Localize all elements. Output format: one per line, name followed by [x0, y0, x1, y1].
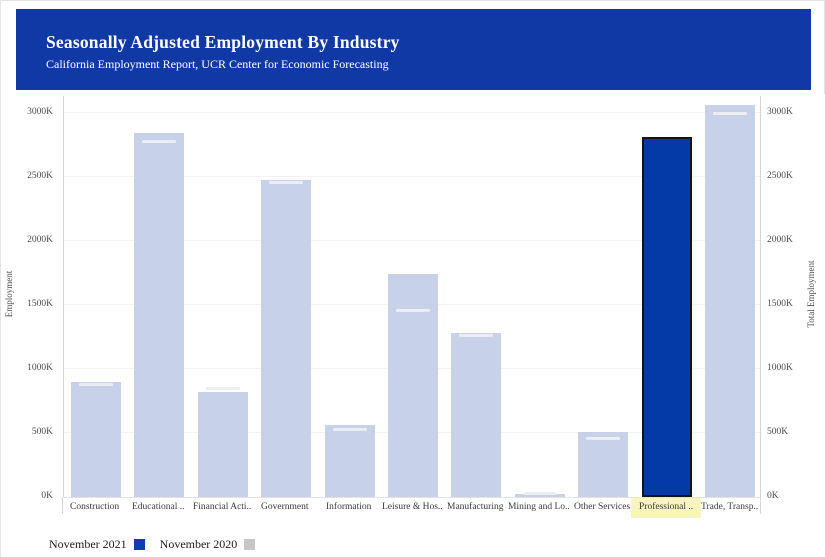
legend-label: November 2021 [49, 537, 127, 551]
y-axis-right: 0K 500K 1000K 1500K 2000K 2500K 3000K [765, 96, 821, 501]
category-label-trade-transp: Trade, Transp.. [701, 502, 759, 512]
y-tick-right-3000k: 3000K [767, 107, 793, 117]
x-axis-line [64, 497, 760, 498]
y-tick-left-1000k: 1000K [27, 363, 53, 373]
y-tick-left-500k: 500K [31, 427, 53, 437]
category-label-construction: Construction [70, 502, 120, 512]
category-label-educational: Educational .. [132, 502, 185, 512]
plot-area [63, 96, 761, 498]
legend-label: November 2020 [159, 537, 238, 551]
ref-tick-construction [78, 383, 113, 386]
x-axis-category-labels: Construction Educational .. Financial Acti… [63, 498, 761, 520]
ref-tick-other-services [586, 436, 621, 440]
gridline-2500k [64, 176, 760, 177]
legend-item-november-2020[interactable]: November 2020 [160, 537, 256, 552]
category-label-government: Government [261, 502, 309, 512]
y-tick-right-2500k: 2500K [767, 171, 793, 181]
legend-swatch [244, 539, 256, 550]
category-label-other-services: Other Services [574, 502, 631, 512]
y-tick-right-1500k: 1500K [767, 299, 793, 309]
ref-tick-information [332, 427, 367, 431]
y-tick-right-500k: 500K [767, 427, 789, 437]
y-tick-left-2000k: 2000K [27, 235, 53, 245]
page-subtitle: California Employment Report, UCR Center… [46, 57, 389, 71]
bar-trade-transp[interactable] [705, 105, 756, 497]
axis-tick-extension [62, 497, 63, 514]
ref-tick-leisure-hos [396, 308, 430, 312]
gridline-3000k [64, 112, 760, 113]
bar-manufacturing[interactable] [451, 332, 502, 497]
ref-tick-manufacturing [459, 333, 494, 337]
gridline-2000k [64, 240, 760, 241]
chart-legend: November 2021 November 2020 [49, 537, 270, 552]
bar-mining-and-lo[interactable] [514, 494, 565, 497]
y-axis-title: Employment [4, 270, 14, 318]
y-tick-right-1000k: 1000K [767, 363, 793, 373]
category-label-financial-acti: Financial Acti.. [193, 502, 252, 512]
ref-tick-financial-acti [205, 386, 240, 390]
legend-item-november-2021[interactable]: November 2021 [49, 537, 145, 552]
ref-tick-trade-transp [713, 112, 748, 116]
ref-tick-mining-and-lo [522, 492, 557, 496]
ref-tick-government [269, 181, 304, 185]
y-tick-left-3000k: 3000K [27, 107, 53, 117]
category-label-leisure-hos: Leisure & Hos.. [382, 502, 443, 512]
bar-leisure-hos[interactable] [388, 274, 438, 497]
bar-information[interactable] [324, 425, 375, 497]
bar-professional[interactable] [641, 137, 692, 497]
bar-other-services[interactable] [578, 432, 629, 497]
y-tick-right-2000k: 2000K [767, 235, 793, 245]
ref-tick-educational [142, 140, 177, 144]
legend-swatch [133, 539, 145, 550]
category-label-manufacturing: Manufacturing [447, 502, 504, 512]
category-label-professional[interactable]: Professional .. [631, 498, 702, 518]
y-axis-left: 0K 500K 1000K 1500K 2000K 2500K 3000K [1, 96, 57, 501]
axis-tick-extension [760, 497, 761, 514]
y2-axis-title: Total Employment [806, 260, 816, 328]
y-tick-left-0k: 0K [41, 491, 53, 501]
bar-government[interactable] [261, 179, 312, 497]
y-tick-left-2500k: 2500K [27, 171, 53, 181]
y-tick-right-0k: 0K [767, 491, 779, 501]
category-label-mining-and-lo: Mining and Lo.. [508, 502, 570, 512]
employment-bar-chart: 0K 500K 1000K 1500K 2000K 2500K 3000K 0K 500K 10… [1, 94, 825, 557]
y-tick-left-1500k: 1500K [27, 299, 53, 309]
category-label-information: Information [326, 502, 372, 512]
bar-financial-acti[interactable] [197, 392, 248, 497]
bar-educational[interactable] [134, 132, 185, 497]
page-title: Seasonally Adjusted Employment By Indust… [46, 32, 400, 52]
header-banner: Seasonally Adjusted Employment By Indust… [16, 9, 811, 90]
bar-construction[interactable] [70, 381, 121, 497]
